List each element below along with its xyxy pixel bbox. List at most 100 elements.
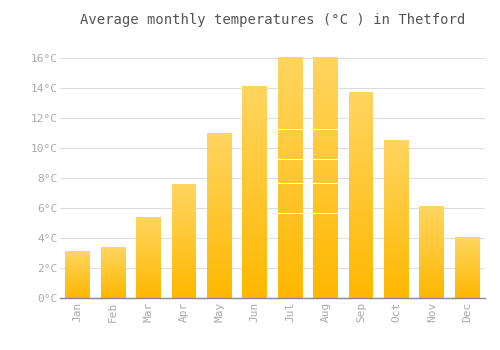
Bar bbox=[313, 108, 338, 109]
Bar bbox=[420, 257, 444, 258]
Bar bbox=[207, 149, 232, 150]
Bar bbox=[207, 286, 232, 287]
Bar bbox=[348, 196, 374, 197]
Bar bbox=[172, 251, 196, 252]
Bar bbox=[278, 187, 302, 188]
Bar bbox=[348, 171, 374, 172]
Bar bbox=[384, 207, 409, 208]
Bar bbox=[313, 181, 338, 182]
Bar bbox=[348, 230, 374, 231]
Bar bbox=[242, 99, 267, 100]
Bar bbox=[278, 163, 302, 164]
Bar bbox=[348, 108, 374, 110]
Bar bbox=[384, 282, 409, 284]
Bar bbox=[278, 253, 302, 254]
Bar bbox=[242, 139, 267, 140]
Bar bbox=[384, 222, 409, 223]
Bar bbox=[313, 269, 338, 270]
Bar bbox=[172, 270, 196, 271]
Bar bbox=[313, 95, 338, 96]
Bar bbox=[420, 221, 444, 222]
Bar bbox=[384, 165, 409, 166]
Bar bbox=[278, 143, 302, 144]
Bar bbox=[384, 263, 409, 264]
Bar bbox=[384, 150, 409, 151]
Bar bbox=[420, 283, 444, 284]
Bar bbox=[172, 244, 196, 245]
Bar bbox=[348, 187, 374, 188]
Bar bbox=[420, 209, 444, 210]
Bar bbox=[420, 287, 444, 288]
Bar bbox=[313, 284, 338, 286]
Bar bbox=[420, 262, 444, 263]
Bar bbox=[242, 106, 267, 107]
Bar bbox=[384, 163, 409, 164]
Bar bbox=[348, 170, 374, 171]
Bar bbox=[313, 90, 338, 91]
Bar bbox=[384, 169, 409, 170]
Bar bbox=[384, 208, 409, 209]
Bar bbox=[313, 266, 338, 267]
Bar bbox=[207, 233, 232, 234]
Bar bbox=[420, 235, 444, 236]
Bar bbox=[278, 79, 302, 80]
Bar bbox=[313, 141, 338, 143]
Bar bbox=[420, 206, 444, 207]
Bar bbox=[313, 127, 338, 128]
Bar bbox=[384, 203, 409, 204]
Bar bbox=[278, 218, 302, 219]
Bar bbox=[313, 97, 338, 98]
Bar bbox=[348, 174, 374, 175]
Bar bbox=[207, 246, 232, 247]
Bar bbox=[348, 96, 374, 97]
Bar bbox=[242, 265, 267, 266]
Bar bbox=[313, 93, 338, 95]
Bar bbox=[384, 273, 409, 274]
Bar bbox=[384, 143, 409, 144]
Bar bbox=[278, 73, 302, 74]
Bar bbox=[278, 77, 302, 78]
Bar bbox=[207, 160, 232, 161]
Bar bbox=[242, 156, 267, 157]
Bar bbox=[207, 187, 232, 188]
Bar bbox=[242, 260, 267, 261]
Bar bbox=[242, 152, 267, 153]
Bar bbox=[136, 258, 161, 259]
Bar bbox=[278, 295, 302, 296]
Bar bbox=[348, 192, 374, 193]
Bar bbox=[278, 196, 302, 197]
Bar bbox=[348, 256, 374, 257]
Bar bbox=[242, 186, 267, 187]
Bar bbox=[348, 158, 374, 159]
Bar bbox=[242, 136, 267, 137]
Bar bbox=[348, 179, 374, 180]
Bar bbox=[278, 57, 302, 59]
Bar bbox=[136, 225, 161, 226]
Bar bbox=[348, 149, 374, 150]
Bar bbox=[207, 145, 232, 146]
Bar bbox=[420, 277, 444, 278]
Bar bbox=[207, 285, 232, 286]
Bar bbox=[384, 276, 409, 277]
Bar bbox=[420, 224, 444, 225]
Bar bbox=[313, 188, 338, 189]
Bar bbox=[207, 201, 232, 202]
Bar bbox=[313, 290, 338, 292]
Bar bbox=[348, 242, 374, 243]
Bar bbox=[278, 247, 302, 248]
Bar bbox=[384, 206, 409, 207]
Bar bbox=[278, 118, 302, 119]
Bar bbox=[172, 203, 196, 204]
Bar bbox=[242, 206, 267, 208]
Bar bbox=[172, 276, 196, 277]
Bar bbox=[384, 256, 409, 257]
Bar bbox=[136, 261, 161, 262]
Bar bbox=[420, 234, 444, 235]
Bar bbox=[313, 150, 338, 151]
Bar bbox=[384, 232, 409, 233]
Bar bbox=[313, 99, 338, 101]
Bar bbox=[313, 229, 338, 230]
Bar bbox=[313, 246, 338, 247]
Bar bbox=[242, 137, 267, 138]
Bar bbox=[313, 131, 338, 132]
